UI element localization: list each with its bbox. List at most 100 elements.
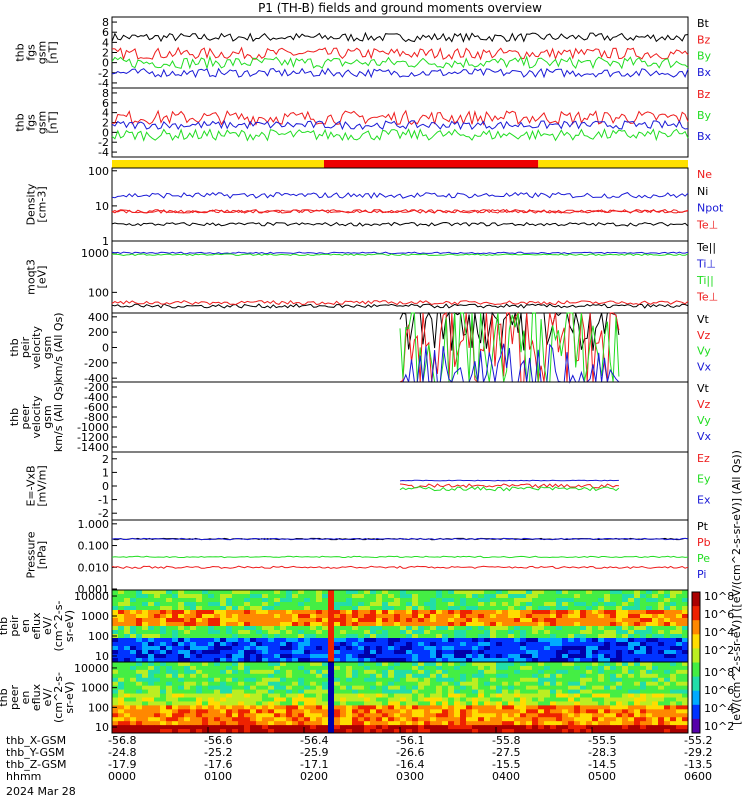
heatmap-cell [130,602,137,607]
heatmap-cell [550,602,557,607]
heatmap-cell [400,713,407,718]
heatmap-cell [274,729,281,734]
heatmap-cell [298,665,305,671]
heatmap-cell [292,673,299,679]
heatmap-cell [484,602,491,607]
heatmap-cell [640,685,647,691]
heatmap-cell [112,701,119,706]
heatmap-cell [316,650,323,655]
heatmap-cell [346,638,353,643]
heatmap-cell [640,665,647,671]
heatmap-cell [532,646,539,651]
heatmap-cell [550,662,557,667]
y-axis-label: (cm^2-s- [52,601,65,652]
heatmap-cell [220,685,227,691]
heatmap-cell [442,646,449,651]
heatmap-cell [118,638,125,643]
heatmap-cell [418,665,425,671]
heatmap-cell [586,701,593,706]
heatmap-cell [580,634,587,639]
heatmap-cell [364,590,371,595]
heatmap-cell [268,602,275,607]
heatmap-cell [208,618,215,623]
heatmap-cell [682,642,689,647]
heatmap-cell [364,598,371,603]
heatmap-cell [112,717,119,722]
heatmap-cell [292,598,299,603]
heatmap-cell [580,638,587,643]
heatmap-cell [292,622,299,627]
heatmap-cell [298,650,305,655]
heatmap-cell [484,590,491,595]
heatmap-cell [178,618,185,623]
heatmap-cell [532,685,539,691]
heatmap-cell [442,654,449,659]
heatmap-cell [238,658,245,663]
heatmap-cell [676,602,683,607]
heatmap-cell [220,669,227,675]
heatmap-cell [292,729,299,734]
heatmap-cell [640,662,647,667]
heatmap-cell [544,669,551,675]
heatmap-cell [544,614,551,619]
heatmap-cell [676,622,683,627]
heatmap-cell [586,721,593,726]
heatmap-cell [130,673,137,679]
heatmap-cell [178,626,185,631]
heatmap-cell [124,713,131,718]
heatmap-cell [358,646,365,651]
heatmap-cell [436,638,443,643]
heatmap-cell [640,693,647,698]
heatmap-cell [124,614,131,619]
heatmap-cell [118,717,125,722]
heatmap-cell [196,614,203,619]
heatmap-cell [532,705,539,710]
heatmap-cell [382,642,389,647]
heatmap-cell [556,677,563,683]
heatmap-cell [346,717,353,722]
heatmap-cell [646,662,653,667]
heatmap-cell [256,590,263,595]
heatmap-cell [484,606,491,611]
heatmap-cell [676,598,683,603]
heatmap-cell [658,622,665,627]
heatmap-cell [586,685,593,691]
heatmap-cell [436,721,443,726]
heatmap-cell [196,673,203,679]
heatmap-cell [466,709,473,714]
heatmap-cell [130,654,137,659]
heatmap-cell [196,618,203,623]
heatmap-cell [160,709,167,714]
heatmap-cell [394,709,401,714]
x-tick-label: 0400 [492,770,520,783]
heatmap-cell [286,606,293,611]
heatmap-cell [292,689,299,695]
heatmap-cell [436,610,443,615]
y-tick-label: 100 [88,286,109,299]
heatmap-cell [658,665,665,671]
heatmap-cell [112,729,119,734]
heatmap-cell [202,665,209,671]
heatmap-cell [658,705,665,710]
heatmap-cell [202,650,209,655]
series-Bz [111,46,689,61]
heatmap-cell [310,626,317,631]
heatmap-cell [160,646,167,651]
heatmap-cell [364,626,371,631]
heatmap-cell [664,662,671,667]
heatmap-cell [364,650,371,655]
heatmap-cell [640,590,647,595]
heatmap-cell [394,634,401,639]
heatmap-cell [670,634,677,639]
heatmap-cell [562,693,569,698]
heatmap-cell [628,717,635,722]
heatmap-cell [646,669,653,675]
heatmap-cell [520,697,527,702]
heatmap-cell [634,725,641,730]
heatmap-cell [634,705,641,710]
heatmap-cell [676,634,683,639]
heatmap-cell [208,606,215,611]
heatmap-cell [550,606,557,611]
heatmap-cell [448,614,455,619]
heatmap-cell [556,685,563,691]
